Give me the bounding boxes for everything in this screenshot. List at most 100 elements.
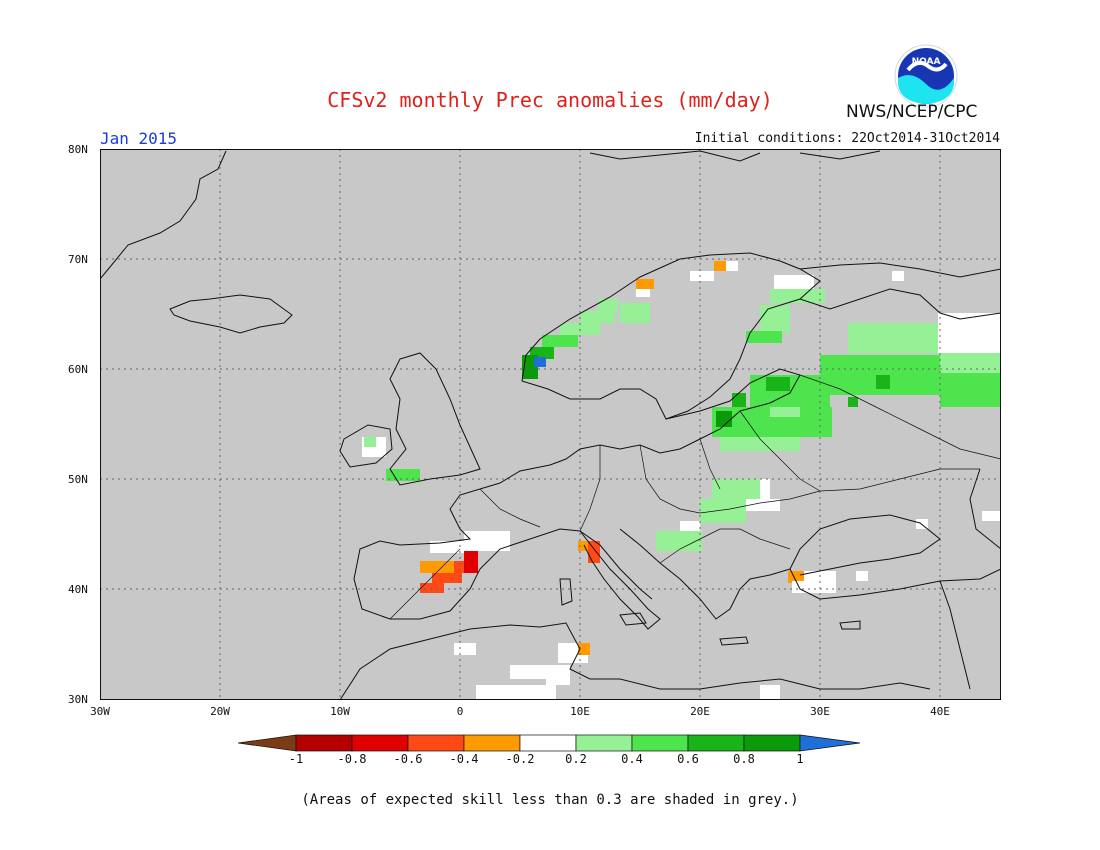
lat-label-30n: 30N bbox=[68, 693, 88, 706]
anomaly-cell bbox=[588, 541, 600, 563]
anomaly-cell bbox=[876, 375, 890, 389]
anomaly-cell bbox=[386, 469, 420, 481]
lat-label-50n: 50N bbox=[68, 473, 88, 486]
anomaly-cell bbox=[476, 685, 556, 700]
initial-conditions: Initial conditions: 22Oct2014-31Oct2014 bbox=[694, 131, 1000, 146]
colorbar-bin bbox=[407, 734, 465, 752]
italy-coast bbox=[579, 530, 661, 630]
north-africa-coast bbox=[339, 622, 931, 700]
anomaly-cell bbox=[690, 271, 714, 281]
colorbar-bin bbox=[351, 734, 409, 752]
colorbar-label: -0.2 bbox=[505, 752, 535, 766]
anomaly-cell bbox=[788, 571, 804, 581]
anomaly-cells bbox=[362, 261, 1000, 700]
lon-label-40e: 40E bbox=[930, 705, 950, 718]
anomaly-cell bbox=[848, 397, 858, 407]
anomaly-cell bbox=[938, 353, 1000, 373]
colorbar-label: 0.8 bbox=[733, 752, 755, 766]
anomaly-cell bbox=[766, 377, 790, 391]
france-coast bbox=[353, 464, 653, 620]
lon-label-0: 0 bbox=[456, 705, 464, 718]
cyprus-coast bbox=[839, 620, 861, 630]
caspian-coast bbox=[969, 468, 1001, 550]
lat-label-80n: 80N bbox=[68, 143, 88, 156]
colorbar-label: 0.2 bbox=[565, 752, 587, 766]
anomaly-cell bbox=[746, 499, 780, 511]
noaa-logo: NOAA bbox=[894, 44, 958, 108]
ireland-coast bbox=[339, 424, 393, 468]
anomaly-cell bbox=[430, 541, 464, 553]
colorbar-label: -0.4 bbox=[449, 752, 479, 766]
anomaly-cell bbox=[760, 305, 790, 333]
country-borders bbox=[389, 374, 1001, 620]
anomaly-cell bbox=[420, 583, 444, 593]
colorbar-bin bbox=[631, 734, 689, 752]
lat-label-70n: 70N bbox=[68, 253, 88, 266]
anomaly-cell bbox=[432, 573, 462, 583]
skill-footnote: (Areas of expected skill less than 0.3 a… bbox=[301, 792, 799, 808]
anomaly-cell bbox=[760, 685, 780, 700]
anomaly-cell bbox=[542, 335, 578, 347]
anomaly-cell bbox=[940, 373, 1000, 407]
anomaly-cell bbox=[454, 643, 476, 655]
anomaly-cell bbox=[534, 357, 546, 367]
anomaly-cell bbox=[578, 643, 590, 655]
anomaly-cell bbox=[726, 261, 738, 271]
iceland-coast bbox=[169, 294, 293, 334]
colorbar-label: 0.6 bbox=[677, 752, 699, 766]
scandinavia-coast bbox=[521, 252, 821, 420]
anomaly-cell bbox=[892, 271, 904, 281]
colorbar-bin bbox=[519, 734, 577, 752]
colorbar-low-arrow bbox=[238, 734, 297, 752]
anomaly-cell bbox=[700, 499, 746, 523]
anomaly-cell bbox=[760, 479, 770, 499]
anomaly-cell bbox=[714, 261, 726, 271]
anomaly-cell bbox=[938, 313, 1000, 353]
anomaly-cell bbox=[620, 303, 650, 323]
great-britain-coast bbox=[389, 352, 481, 486]
colorbar-label: -1 bbox=[288, 752, 304, 766]
colorbar-label: -0.8 bbox=[337, 752, 367, 766]
lon-label-10e: 10E bbox=[570, 705, 590, 718]
anomaly-map bbox=[100, 149, 1001, 700]
colorbar-label: 0.4 bbox=[621, 752, 643, 766]
anomaly-cell bbox=[856, 571, 868, 581]
kola-coast bbox=[799, 262, 1001, 278]
anomaly-cell bbox=[680, 521, 700, 531]
sardinia-coast bbox=[559, 578, 573, 606]
graticule bbox=[100, 149, 1001, 700]
anomaly-cell bbox=[464, 551, 478, 573]
colorbar-bin bbox=[463, 734, 521, 752]
map-background bbox=[100, 149, 1001, 700]
lon-label-20w: 20W bbox=[210, 705, 230, 718]
lat-label-40n: 40N bbox=[68, 583, 88, 596]
forecast-month: Jan 2015 bbox=[100, 129, 178, 148]
anomaly-cell bbox=[770, 407, 800, 417]
anomaly-cell bbox=[578, 541, 588, 551]
anomaly-cell bbox=[420, 561, 454, 573]
agency-label: NWS/NCEP/CPC bbox=[846, 102, 978, 122]
lon-label-30w: 30W bbox=[90, 705, 110, 718]
anomaly-cell bbox=[770, 289, 825, 303]
anomaly-cell bbox=[546, 665, 570, 685]
anomaly-cell bbox=[712, 479, 760, 499]
crete-coast bbox=[719, 636, 749, 646]
anomaly-cell bbox=[982, 511, 1000, 521]
anomaly-cell bbox=[746, 331, 782, 343]
lon-label-30e: 30E bbox=[810, 705, 830, 718]
colorbar-bin bbox=[575, 734, 633, 752]
anomaly-cell bbox=[598, 299, 618, 311]
colorbar-bin bbox=[295, 734, 353, 752]
anomaly-cell bbox=[656, 531, 702, 551]
anomaly-cell bbox=[732, 393, 746, 407]
lat-label-60n: 60N bbox=[68, 363, 88, 376]
sicily-coast bbox=[619, 612, 647, 626]
lon-label-10w: 10W bbox=[330, 705, 350, 718]
turkey-coast bbox=[789, 568, 1001, 600]
colorbar bbox=[238, 734, 861, 752]
colorbar-bin bbox=[687, 734, 745, 752]
black-sea-coast bbox=[789, 514, 941, 576]
anomaly-cell bbox=[364, 437, 376, 447]
anomaly-cell bbox=[580, 311, 615, 323]
anomaly-cell bbox=[848, 323, 938, 353]
